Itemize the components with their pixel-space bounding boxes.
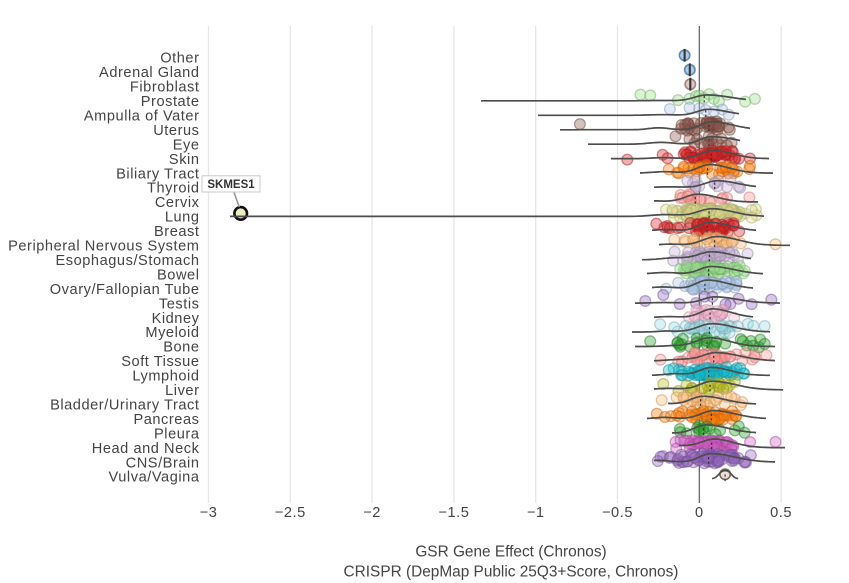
- svg-text:Breast: Breast: [154, 224, 199, 240]
- svg-text:−2: −2: [363, 505, 381, 521]
- svg-text:Vulva/Vagina: Vulva/Vagina: [109, 470, 200, 486]
- svg-text:Prostate: Prostate: [141, 94, 200, 110]
- svg-text:SKMES1: SKMES1: [207, 179, 255, 191]
- svg-text:Pleura: Pleura: [154, 426, 200, 442]
- svg-text:Uterus: Uterus: [153, 123, 199, 139]
- svg-text:−1.5: −1.5: [438, 505, 469, 521]
- svg-text:Kidney: Kidney: [152, 311, 200, 327]
- svg-text:Myeloid: Myeloid: [145, 325, 199, 341]
- svg-text:Cervix: Cervix: [155, 195, 200, 211]
- svg-text:0.5: 0.5: [770, 505, 792, 521]
- svg-text:Ovary/Fallopian Tube: Ovary/Fallopian Tube: [50, 282, 200, 298]
- svg-text:Other: Other: [160, 51, 199, 67]
- svg-text:Pancreas: Pancreas: [133, 412, 199, 428]
- svg-text:Esophagus/Stomach: Esophagus/Stomach: [55, 253, 199, 269]
- svg-text:Eye: Eye: [173, 137, 200, 153]
- svg-text:−2.5: −2.5: [275, 505, 306, 521]
- svg-text:Lymphoid: Lymphoid: [132, 369, 199, 385]
- svg-text:CNS/Brain: CNS/Brain: [126, 455, 200, 471]
- svg-text:Head and Neck: Head and Neck: [92, 441, 200, 457]
- svg-text:−1: −1: [527, 505, 545, 521]
- svg-text:Bladder/Urinary Tract: Bladder/Urinary Tract: [50, 398, 199, 414]
- svg-text:Bowel: Bowel: [157, 267, 200, 283]
- svg-text:Bone: Bone: [163, 340, 199, 356]
- svg-text:Lung: Lung: [165, 210, 200, 226]
- svg-text:Testis: Testis: [159, 296, 200, 312]
- svg-text:GSR Gene Effect (Chronos): GSR Gene Effect (Chronos): [415, 544, 606, 561]
- svg-text:−3: −3: [200, 505, 218, 521]
- svg-text:Peripheral Nervous System: Peripheral Nervous System: [8, 239, 199, 255]
- svg-text:Ampulla of Vater: Ampulla of Vater: [84, 109, 200, 125]
- svg-text:0: 0: [695, 505, 704, 521]
- svg-text:Skin: Skin: [169, 152, 200, 168]
- svg-text:−0.5: −0.5: [602, 505, 633, 521]
- svg-text:Thyroid: Thyroid: [147, 181, 200, 197]
- svg-text:Biliary Tract: Biliary Tract: [116, 166, 199, 182]
- svg-text:Fibroblast: Fibroblast: [130, 80, 200, 96]
- svg-text:CRISPR (DepMap Public 25Q3+Sco: CRISPR (DepMap Public 25Q3+Score, Chrono…: [344, 564, 679, 581]
- svg-text:Adrenal Gland: Adrenal Gland: [99, 65, 199, 81]
- svg-text:Soft Tissue: Soft Tissue: [121, 354, 199, 370]
- svg-text:Liver: Liver: [165, 383, 199, 399]
